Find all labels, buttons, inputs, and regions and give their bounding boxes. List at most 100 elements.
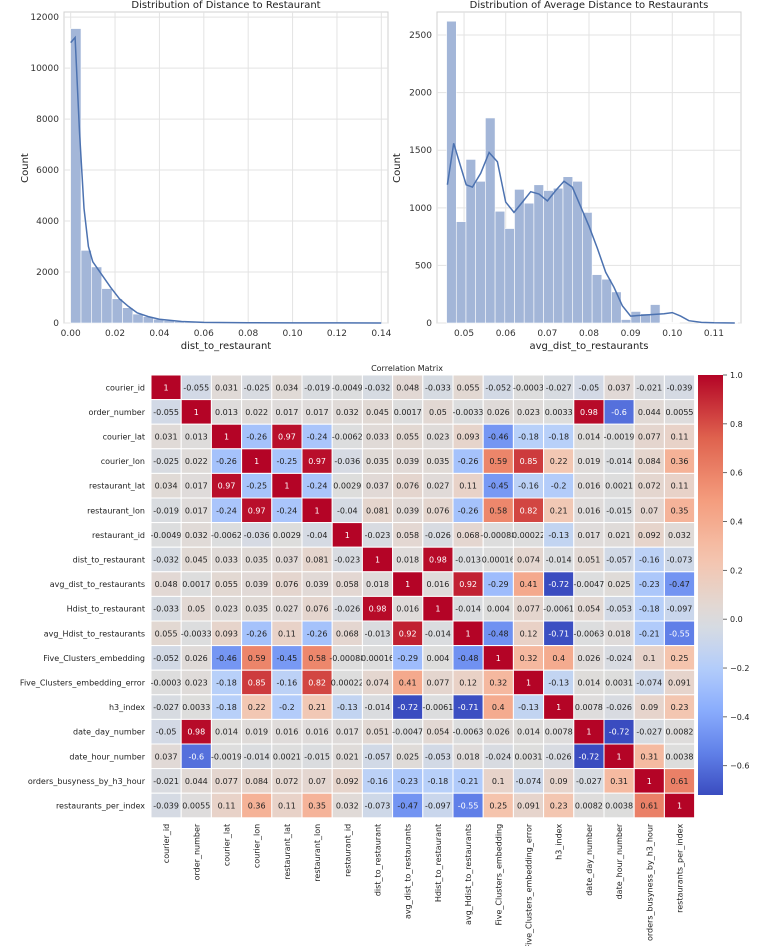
heatmap-cell [663,792,696,819]
colorbar-tick-label: 0.4 [730,518,743,527]
heatmap-cell [150,645,182,671]
heatmap-cell-value: -0.45 [488,482,509,491]
heatmap-cell-value: 0.048 [396,383,419,392]
heatmap-cell-value: -0.073 [365,802,391,811]
heatmap-cell-value: 0.0017 [394,408,422,417]
heatmap-cell-value: -0.18 [639,605,660,614]
heatmap-cell [543,620,575,647]
column-label: dist_to_restaurant [374,824,383,896]
heatmap-cell-value: 0.093 [215,629,238,638]
heatmap-cell [392,792,424,819]
heatmap-cell-value: -0.057 [606,556,632,565]
heatmap-cell [603,645,635,671]
heatmap-cell-value: 1 [617,752,622,761]
row-label: restaurant_lon [87,506,145,515]
column-label: Hdist_to_restaurant [434,824,443,902]
heatmap-cell-value: 0.017 [185,482,208,491]
y-tick-label: 2000 [36,268,59,278]
heatmap-cell [482,669,514,696]
heatmap-cell-value: 0.018 [396,556,419,565]
heatmap-cell-value: 0.22 [550,457,568,466]
heatmap-cell [543,743,575,770]
heatmap-cell-value: -0.24 [307,482,328,491]
heatmap-cell [180,472,212,499]
row-label: Hdist_to_restaurant [67,605,145,614]
heatmap-cell-value: 0.4 [552,654,565,663]
heatmap-cell-value: 0.034 [275,383,298,392]
heatmap-cell [482,522,514,548]
heatmap-cell-value: 0.61 [671,777,689,786]
heatmap-cell-value: 0.0031 [605,679,633,688]
heatmap-cell [271,448,303,474]
heatmap-cell [573,546,605,573]
heatmap-cell [512,423,545,450]
heatmap-cell [392,423,424,450]
heatmap-cell-value: -0.18 [518,433,539,442]
bars [70,28,382,324]
heatmap-cell-value: 0.017 [336,728,359,737]
heatmap-cell [150,792,182,819]
heatmap-cell-value: -0.13 [518,703,539,712]
heatmap-cell [512,620,545,647]
heatmap-cell [180,620,212,647]
heatmap-cell [392,645,424,671]
heatmap-cell [452,399,484,425]
heatmap-cell [663,374,696,401]
heatmap-title: Correlation Matrix [371,364,443,373]
heatmap-cell [180,497,212,524]
heatmap-cell-value: -0.0047 [573,580,604,589]
heatmap-cell [301,669,333,696]
y-tick-label: 2500 [409,31,432,41]
x-tick-label: 0.02 [105,329,125,339]
heatmap-cell-value: 0.026 [487,408,510,417]
colorbar-ticks: 1.0 0.8 0.6 0.4 0.2 0.0 −0.2 −0.4 −0.6 [723,371,749,771]
heatmap-cell [633,522,665,548]
heatmap-cell-value: 0.076 [306,605,329,614]
heatmap-cell-value: 0.017 [577,531,600,540]
heatmap-cell-value: 0.044 [638,408,661,417]
heatmap-cell [633,448,665,474]
heatmap-cell-value: -0.097 [667,605,693,614]
heatmap-cell-value: 0.077 [215,777,238,786]
x-tick-label: 0.06 [194,329,214,339]
y-tick-label: 1000 [409,204,432,214]
heatmap-cell-value: 0.025 [396,752,419,761]
heatmap-cell-value: -0.25 [246,482,267,491]
heatmap-cell [603,718,635,745]
histogram-bar [523,202,535,324]
heatmap-cell [452,792,484,819]
heatmap-cell [361,768,394,794]
colorbar-tick-label: 0.6 [730,469,743,478]
heatmap-cell-value: 0.59 [248,654,266,663]
heatmap-cell [663,423,696,450]
colorbar [698,375,723,795]
heatmap-cell [663,399,696,425]
row-label: order_number [88,408,145,417]
heatmap-cell-value: 0.004 [426,654,449,663]
heatmap-cell-value: -0.46 [488,433,509,442]
heatmap-cell [241,743,273,770]
heatmap-cell-value: 0.027 [426,482,449,491]
heatmap-cell-value: 1 [556,703,561,712]
heatmap-cell-value: 0.081 [306,556,329,565]
heatmap-cell-value: 1 [526,679,531,688]
heatmap-cell-value: -0.47 [669,580,690,589]
heatmap-cell-value: 0.41 [520,580,538,589]
y-tick-label: 1500 [409,146,432,156]
heatmap-cell [331,571,363,597]
heatmap-cell-value: -0.16 [367,777,388,786]
heatmap-cell [331,645,363,671]
heatmap-cell-value: -0.18 [216,679,237,688]
heatmap-cell [663,571,696,597]
heatmap-cell [271,792,303,819]
heatmap-cell-value: -0.024 [485,752,511,761]
heatmap-cell [241,423,273,450]
column-label: Five_Clusters_embedding_error [525,823,534,946]
heatmap-cell-value: 0.21 [550,506,568,515]
heatmap-cell-value: 0.035 [245,556,268,565]
heatmap-cell-value: 0.023 [215,605,238,614]
heatmap-cell-value: -0.04 [307,531,328,540]
row-label: avg_Hdist_to_restaurants [44,629,145,638]
histogram-bar [620,319,632,324]
heatmap-cell [210,768,243,794]
